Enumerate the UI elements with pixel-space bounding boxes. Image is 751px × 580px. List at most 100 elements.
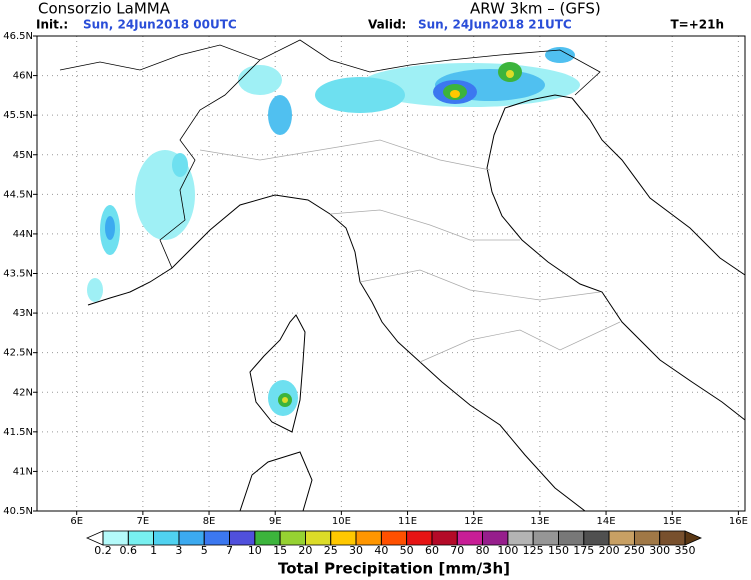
lat-tick-label: 42N <box>13 387 33 398</box>
lat-tick-label: 41N <box>13 466 33 477</box>
colorbar-label: 150 <box>548 544 569 557</box>
precip-area <box>238 65 282 95</box>
colorbar-label: 200 <box>599 544 620 557</box>
lat-tick-label: 44.5N <box>3 189 33 200</box>
colorbar-cell <box>305 530 332 546</box>
colorbar-label: 70 <box>450 544 464 557</box>
colorbar-label: 15 <box>273 544 287 557</box>
lon-tick-label: 8E <box>203 516 216 527</box>
colorbar-cell <box>583 530 610 546</box>
colorbar-label: 80 <box>476 544 490 557</box>
precip-area <box>172 153 188 177</box>
model-title: ARW 3km – (GFS) <box>470 0 601 18</box>
geography <box>59 39 746 512</box>
colorbar-label: 1 <box>150 544 157 557</box>
colorbar-cell <box>178 530 205 546</box>
coastline <box>571 97 746 276</box>
lat-tick-label: 45.5N <box>3 110 33 121</box>
precip-area <box>282 397 288 403</box>
colorbar-label: 175 <box>573 544 594 557</box>
colorbar-cell <box>633 530 661 546</box>
lat-tick-label: 45N <box>13 150 33 161</box>
colorbar-cell <box>558 530 585 546</box>
grid <box>37 35 745 512</box>
org-title: Consorzio LaMMA <box>38 0 171 18</box>
colorbar: 0.2 0.6 1 3 5 7 10 15 20 25 30 40 50 60 70 80 100 125 150 1… <box>86 530 702 557</box>
init-label: Init.: <box>36 18 68 32</box>
lon-tick-label: 7E <box>137 516 150 527</box>
colorbar-label: 300 <box>649 544 670 557</box>
colorbar-label: 125 <box>523 544 544 557</box>
lat-tick-label: 40.5N <box>3 506 33 517</box>
colorbar-cell <box>153 530 180 546</box>
lat-tick-label: 43.5N <box>3 269 33 280</box>
lat-tick-label: 44N <box>13 229 33 240</box>
precip-area <box>315 77 405 113</box>
colorbar-label: 250 <box>624 544 645 557</box>
lon-tick-label: 10E <box>332 516 351 527</box>
colorbar-label: 3 <box>175 544 182 557</box>
lon-tick-label: 14E <box>597 516 616 527</box>
colorbar-label: 350 <box>675 544 696 557</box>
lon-tick-label: 9E <box>269 516 282 527</box>
colorbar-arrow <box>684 530 702 546</box>
colorbar-cell <box>229 530 256 546</box>
colorbar-label: 30 <box>349 544 363 557</box>
colorbar-cell <box>482 530 509 546</box>
colorbar-label: 5 <box>201 544 208 557</box>
lat-tick-label: 46N <box>13 71 33 82</box>
colorbar-cell <box>127 530 155 546</box>
lon-tick-label: 11E <box>398 516 417 527</box>
colorbar-title: Total Precipitation [mm/3h] <box>278 560 510 578</box>
forecast-step: T=+21h <box>670 18 724 32</box>
coastline <box>249 314 306 433</box>
colorbar-cell <box>254 530 281 546</box>
valid-label: Valid: <box>368 18 406 32</box>
colorbar-cell <box>279 530 306 546</box>
lon-tick-label: 16E <box>729 516 748 527</box>
colorbar-cell <box>431 530 458 546</box>
precip-area <box>87 278 103 302</box>
precipitation <box>87 47 580 416</box>
lat-tick-label: 41.5N <box>3 427 33 438</box>
colorbar-label: 10 <box>248 544 262 557</box>
precip-area <box>450 90 460 98</box>
lon-tick-label: 6E <box>70 516 83 527</box>
lat-tick-label: 42.5N <box>3 348 33 359</box>
coastline <box>239 451 313 512</box>
precip-area <box>506 70 514 78</box>
coastline <box>486 94 746 421</box>
lon-tick-label: 15E <box>663 516 682 527</box>
colorbar-label: 0.2 <box>94 544 112 557</box>
colorbar-cell <box>659 530 686 546</box>
colorbar-cell <box>532 530 559 546</box>
colorbar-cell <box>330 530 357 546</box>
colorbar-cell <box>608 530 635 546</box>
precip-area <box>268 95 292 135</box>
colorbar-cell <box>406 530 433 546</box>
precip-area <box>105 216 115 240</box>
colorbar-cell <box>355 530 382 546</box>
region-border <box>199 139 621 363</box>
lon-tick-label: 13E <box>530 516 549 527</box>
lon-tick-label: 12E <box>464 516 483 527</box>
coastline <box>87 194 586 512</box>
precip-area <box>545 47 575 63</box>
lat-tick-label: 43N <box>13 308 33 319</box>
border <box>59 39 601 96</box>
colorbar-label: 50 <box>400 544 414 557</box>
colorbar-cell <box>507 530 534 546</box>
valid-value: Sun, 24Jun2018 21UTC <box>418 18 572 32</box>
colorbar-label: 60 <box>425 544 439 557</box>
colorbar-label: 20 <box>298 544 312 557</box>
border <box>159 59 261 269</box>
colorbar-label: 0.6 <box>120 544 138 557</box>
init-value: Sun, 24Jun2018 00UTC <box>83 18 237 32</box>
lat-tick-label: 46.5N <box>3 31 33 42</box>
colorbar-cell <box>203 530 230 546</box>
colorbar-cell <box>456 530 483 546</box>
colorbar-label: 7 <box>226 544 233 557</box>
colorbar-cell <box>380 530 408 546</box>
colorbar-label: 100 <box>497 544 518 557</box>
